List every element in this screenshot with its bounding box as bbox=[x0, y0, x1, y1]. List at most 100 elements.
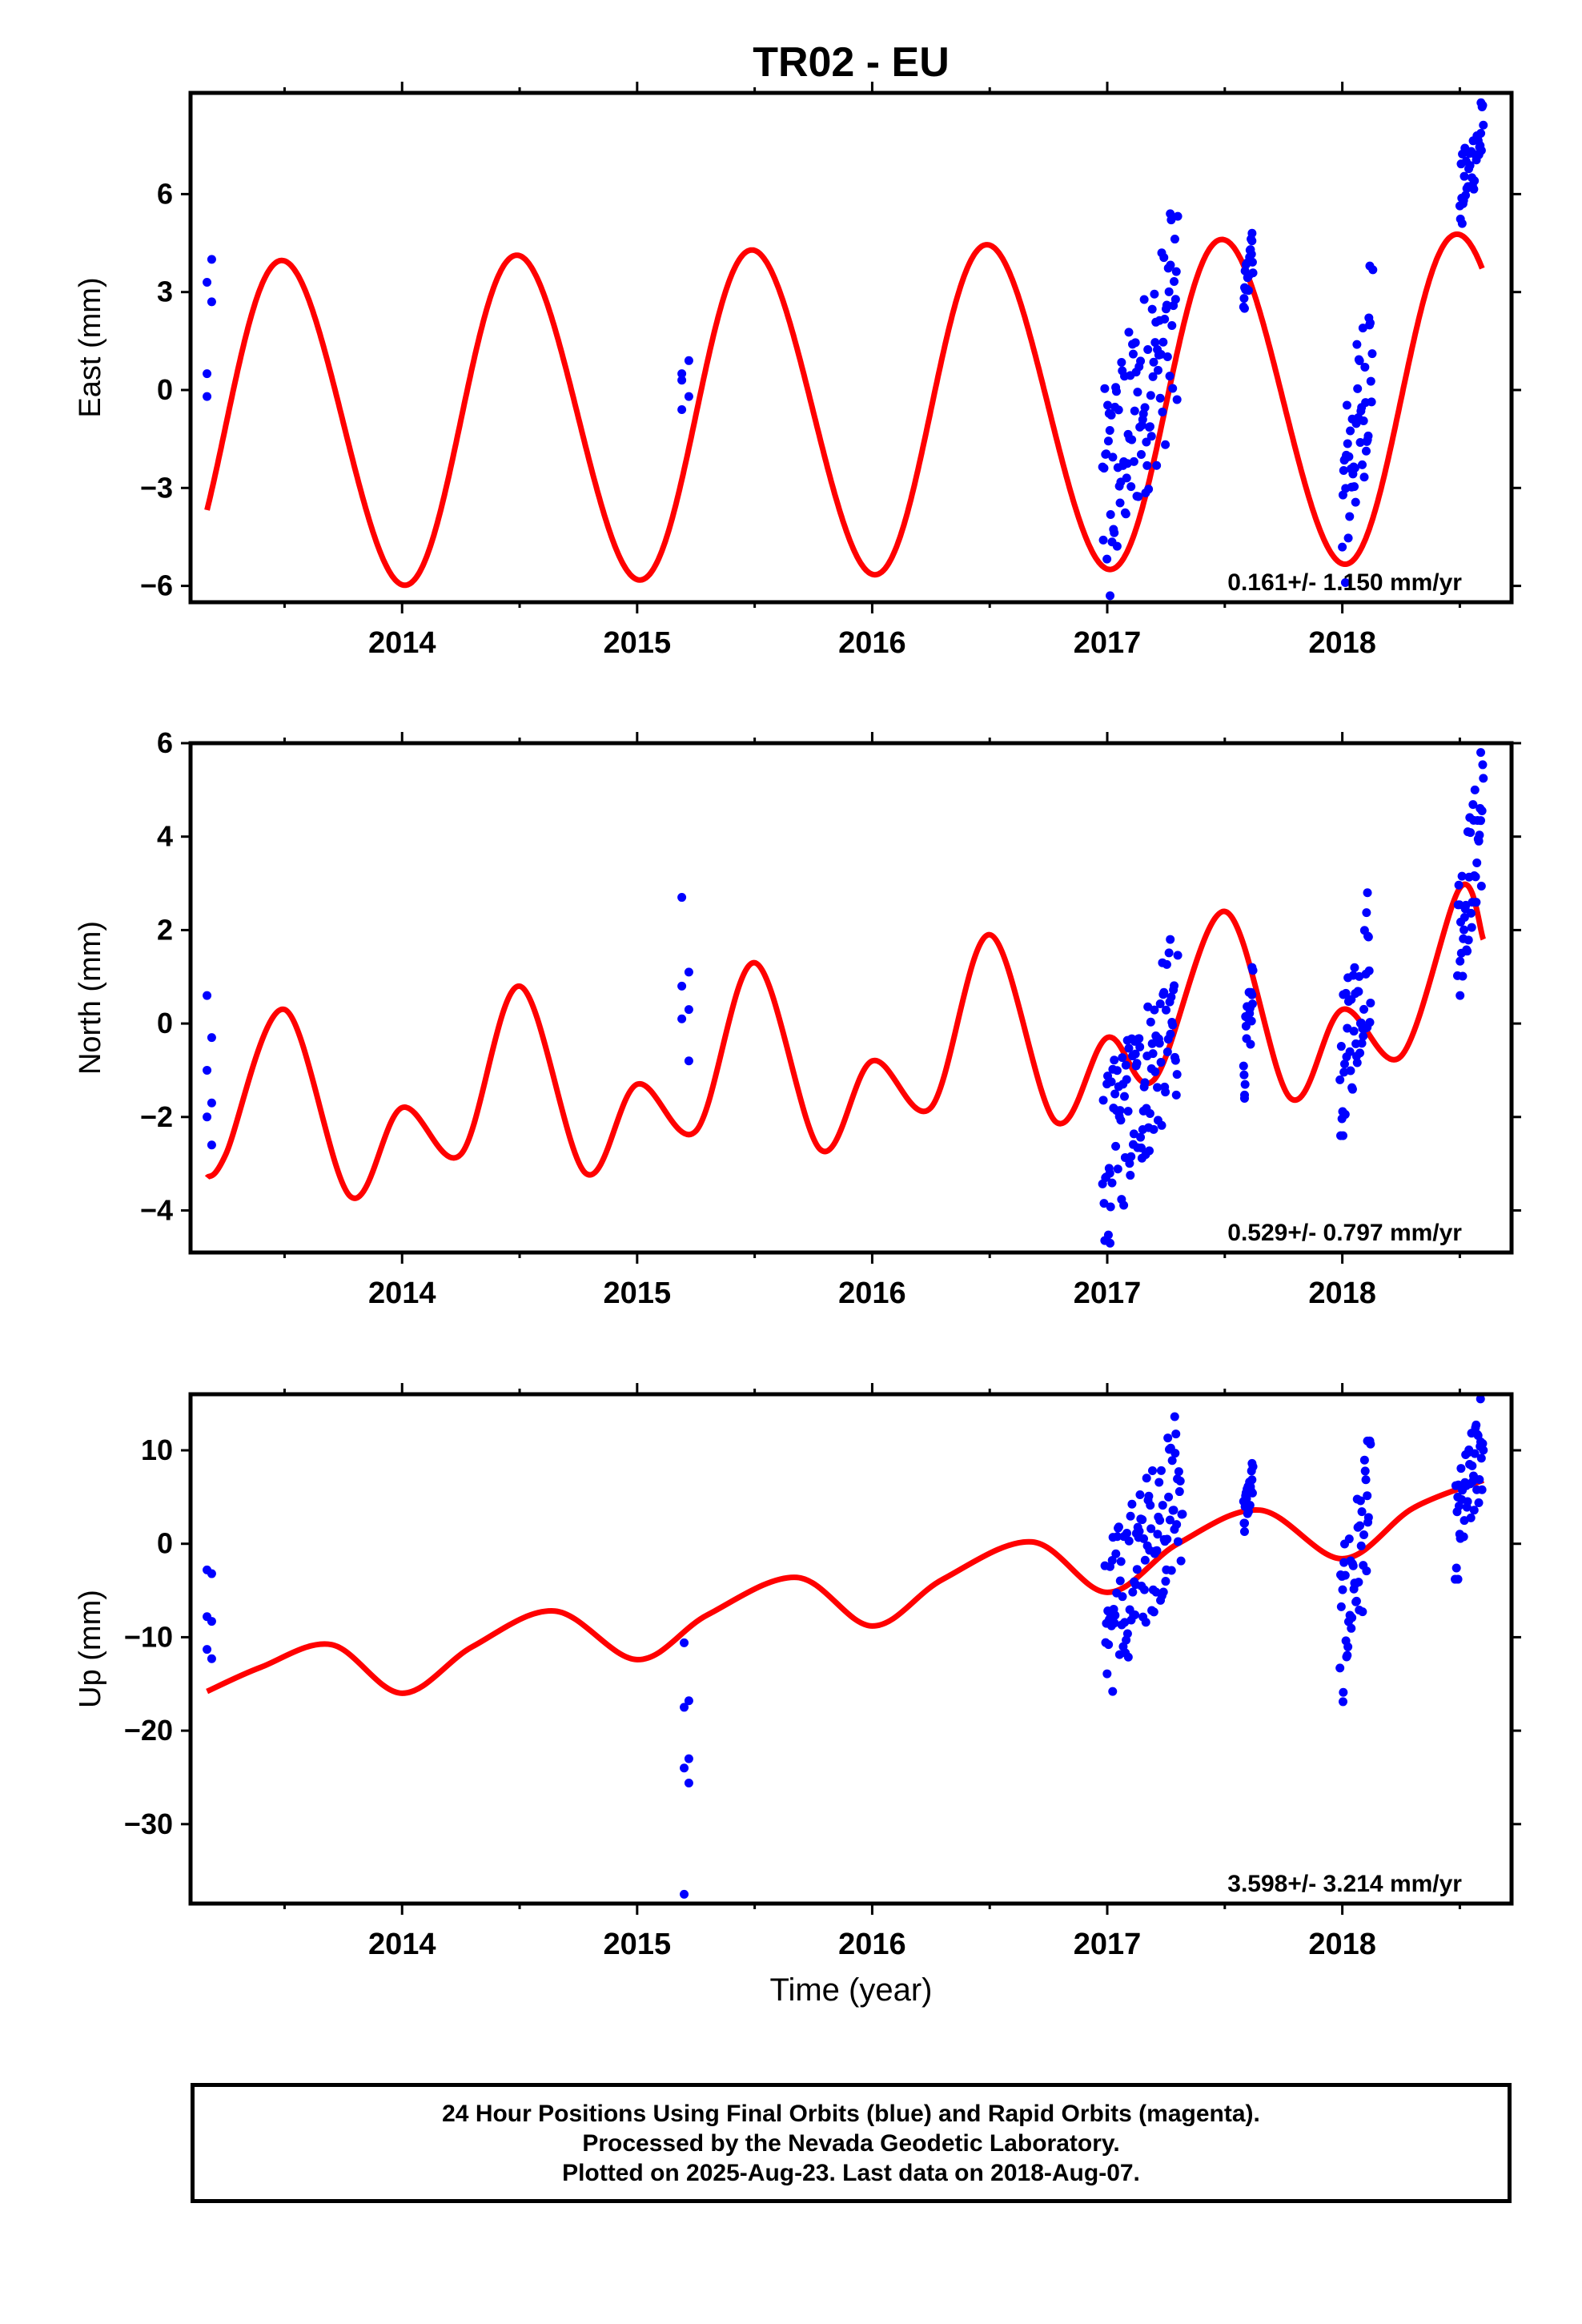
east-data-point bbox=[1143, 344, 1153, 354]
north-data-point bbox=[1336, 1042, 1346, 1051]
east-data-point bbox=[1361, 446, 1371, 456]
up-data-point bbox=[1348, 1561, 1358, 1570]
up-data-point bbox=[1116, 1557, 1126, 1566]
north-data-point bbox=[1148, 1049, 1158, 1059]
up-ytick-label: 0 bbox=[157, 1527, 173, 1560]
north-data-point bbox=[1166, 1029, 1175, 1039]
north-data-point bbox=[1240, 1080, 1250, 1089]
up-data-point bbox=[1130, 1610, 1140, 1619]
caption-line-orbits: 24 Hour Positions Using Final Orbits (bl… bbox=[442, 2100, 1260, 2127]
up-data-point bbox=[1340, 1570, 1350, 1580]
up-data-point bbox=[1147, 1466, 1157, 1475]
up-data-point bbox=[1472, 1420, 1481, 1429]
up-data-point bbox=[1468, 1461, 1477, 1470]
east-data-point bbox=[1367, 397, 1376, 407]
north-data-point bbox=[1130, 1049, 1140, 1059]
east-xtick-label: 2014 bbox=[368, 626, 436, 660]
east-data-point bbox=[1144, 485, 1154, 494]
up-data-point bbox=[1123, 1652, 1133, 1662]
north-data-point bbox=[1350, 963, 1359, 972]
up-rate-annotation: 3.598+/- 3.214 mm/yr bbox=[1227, 1871, 1462, 1897]
up-data-point bbox=[1343, 1651, 1352, 1660]
east-data-point bbox=[1338, 542, 1347, 552]
east-data-point bbox=[1121, 509, 1130, 519]
up-data-point bbox=[680, 1638, 689, 1647]
up-data-point bbox=[1479, 1445, 1488, 1455]
up-data-point bbox=[1135, 1490, 1145, 1499]
north-data-point bbox=[1150, 1005, 1159, 1015]
north-data-point bbox=[1135, 1042, 1145, 1051]
east-data-point bbox=[1106, 509, 1115, 519]
up-data-point bbox=[1155, 1515, 1165, 1525]
up-data-point bbox=[1463, 1497, 1472, 1506]
east-data-point bbox=[1160, 315, 1170, 324]
east-data-point bbox=[1470, 176, 1480, 186]
up-data-point bbox=[1146, 1501, 1155, 1510]
up-xtick-label: 2018 bbox=[1308, 1928, 1376, 1961]
east-data-point bbox=[1170, 235, 1179, 244]
figure-title: TR02 - EU bbox=[753, 39, 950, 86]
north-data-point bbox=[1170, 1055, 1180, 1065]
east-data-point bbox=[1140, 403, 1150, 412]
north-data-point bbox=[1359, 1004, 1369, 1014]
north-data-point bbox=[1125, 1159, 1134, 1168]
east-data-point bbox=[1102, 449, 1111, 459]
east-data-point bbox=[677, 369, 687, 379]
east-data-point bbox=[1171, 267, 1181, 276]
east-data-point bbox=[1247, 249, 1256, 259]
east-data-point bbox=[1457, 219, 1467, 228]
up-data-point bbox=[1361, 1475, 1371, 1485]
east-data-point bbox=[1142, 437, 1151, 447]
up-data-point bbox=[1240, 1518, 1250, 1528]
up-data-point bbox=[1115, 1576, 1125, 1586]
east-data-point bbox=[1345, 512, 1355, 521]
up-data-point bbox=[1242, 1494, 1251, 1503]
east-data-point bbox=[1338, 490, 1347, 500]
east-data-point bbox=[1247, 257, 1257, 267]
north-data-point bbox=[203, 1065, 212, 1075]
east-ytick-label: −6 bbox=[140, 569, 173, 602]
north-data-point bbox=[1129, 1129, 1138, 1139]
up-data-point bbox=[1178, 1510, 1187, 1519]
east-data-point bbox=[1344, 452, 1354, 461]
east-data-point bbox=[1340, 578, 1350, 588]
up-data-point bbox=[1174, 1487, 1184, 1497]
north-model-curve bbox=[204, 882, 1487, 1201]
east-data-point bbox=[1353, 384, 1363, 393]
up-data-point bbox=[1161, 1577, 1170, 1586]
north-data-point bbox=[1112, 1066, 1122, 1076]
east-plot-frame bbox=[188, 90, 1514, 605]
east-data-point bbox=[1363, 431, 1373, 440]
east-data-point bbox=[1139, 295, 1149, 304]
north-rate-annotation: 0.529+/- 0.797 mm/yr bbox=[1227, 1220, 1462, 1246]
up-data-point bbox=[1359, 1530, 1369, 1540]
east-data-point bbox=[1342, 400, 1351, 410]
up-data-point bbox=[207, 1569, 216, 1578]
up-data-point bbox=[1247, 1488, 1257, 1498]
north-data-point bbox=[1460, 912, 1469, 922]
east-data-point bbox=[1162, 352, 1172, 361]
north-data-point bbox=[684, 1056, 693, 1066]
north-xtick-label: 2014 bbox=[368, 1277, 436, 1310]
north-data-point bbox=[1120, 1092, 1130, 1101]
up-data-point bbox=[1336, 1602, 1346, 1611]
up-data-point bbox=[1124, 1536, 1134, 1546]
up-data-point bbox=[1122, 1629, 1132, 1638]
east-data-point bbox=[677, 376, 687, 385]
up-data-point bbox=[1453, 1574, 1463, 1584]
up-data-point bbox=[684, 1778, 693, 1787]
up-data-point bbox=[1114, 1522, 1123, 1532]
north-data-point bbox=[1162, 1047, 1172, 1056]
east-data-point bbox=[1465, 161, 1475, 171]
east-data-point bbox=[1130, 338, 1140, 348]
up-data-point bbox=[1476, 1394, 1485, 1404]
caption-line-plotted: Plotted on 2025-Aug-23. Last data on 201… bbox=[562, 2159, 1140, 2186]
north-data-point bbox=[1247, 963, 1257, 972]
north-data-point bbox=[1168, 1020, 1178, 1030]
east-axes: −6 −3 0 3 6 2014 2015 2016 2017 2018 bbox=[140, 82, 1521, 660]
north-data-point bbox=[1164, 948, 1174, 958]
up-data-point bbox=[680, 1703, 689, 1712]
up-data-point bbox=[1152, 1546, 1162, 1555]
north-data-point bbox=[1476, 881, 1486, 891]
